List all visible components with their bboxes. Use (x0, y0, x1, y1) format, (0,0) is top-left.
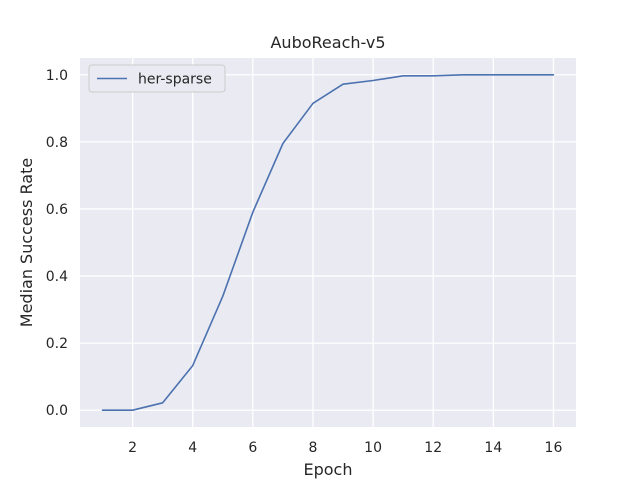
x-tick-label: 12 (424, 440, 442, 456)
x-axis-label: Epoch (304, 460, 353, 479)
legend: her-sparse (88, 64, 226, 93)
y-tick-label: 0.2 (46, 336, 68, 352)
plot-area (80, 58, 576, 427)
y-tick-label: 1.0 (46, 68, 68, 84)
y-tick-label: 0.6 (46, 202, 68, 218)
y-tick-label: 0.8 (46, 135, 68, 151)
x-tick-label: 4 (188, 440, 197, 456)
x-tick-label: 10 (364, 440, 382, 456)
tick-labels: 2 4 6 8 10 12 14 16 0.0 0.2 0.4 0.6 0.8 1.0 (46, 68, 563, 456)
x-tick-label: 6 (248, 440, 257, 456)
chart-title: AuboReach-v5 (270, 33, 385, 52)
y-tick-label: 0.0 (46, 403, 68, 419)
y-axis-label: Median Success Rate (17, 158, 36, 327)
x-tick-label: 2 (128, 440, 137, 456)
legend-label-her-sparse: her-sparse (138, 72, 212, 88)
x-tick-label: 14 (484, 440, 502, 456)
series-line-her-sparse (101, 74, 555, 412)
x-tick-label: 8 (309, 440, 318, 456)
x-tick-label: 16 (545, 440, 563, 456)
y-tick-label: 0.4 (46, 269, 68, 285)
legend-box (88, 64, 226, 93)
series-layer (101, 74, 555, 412)
